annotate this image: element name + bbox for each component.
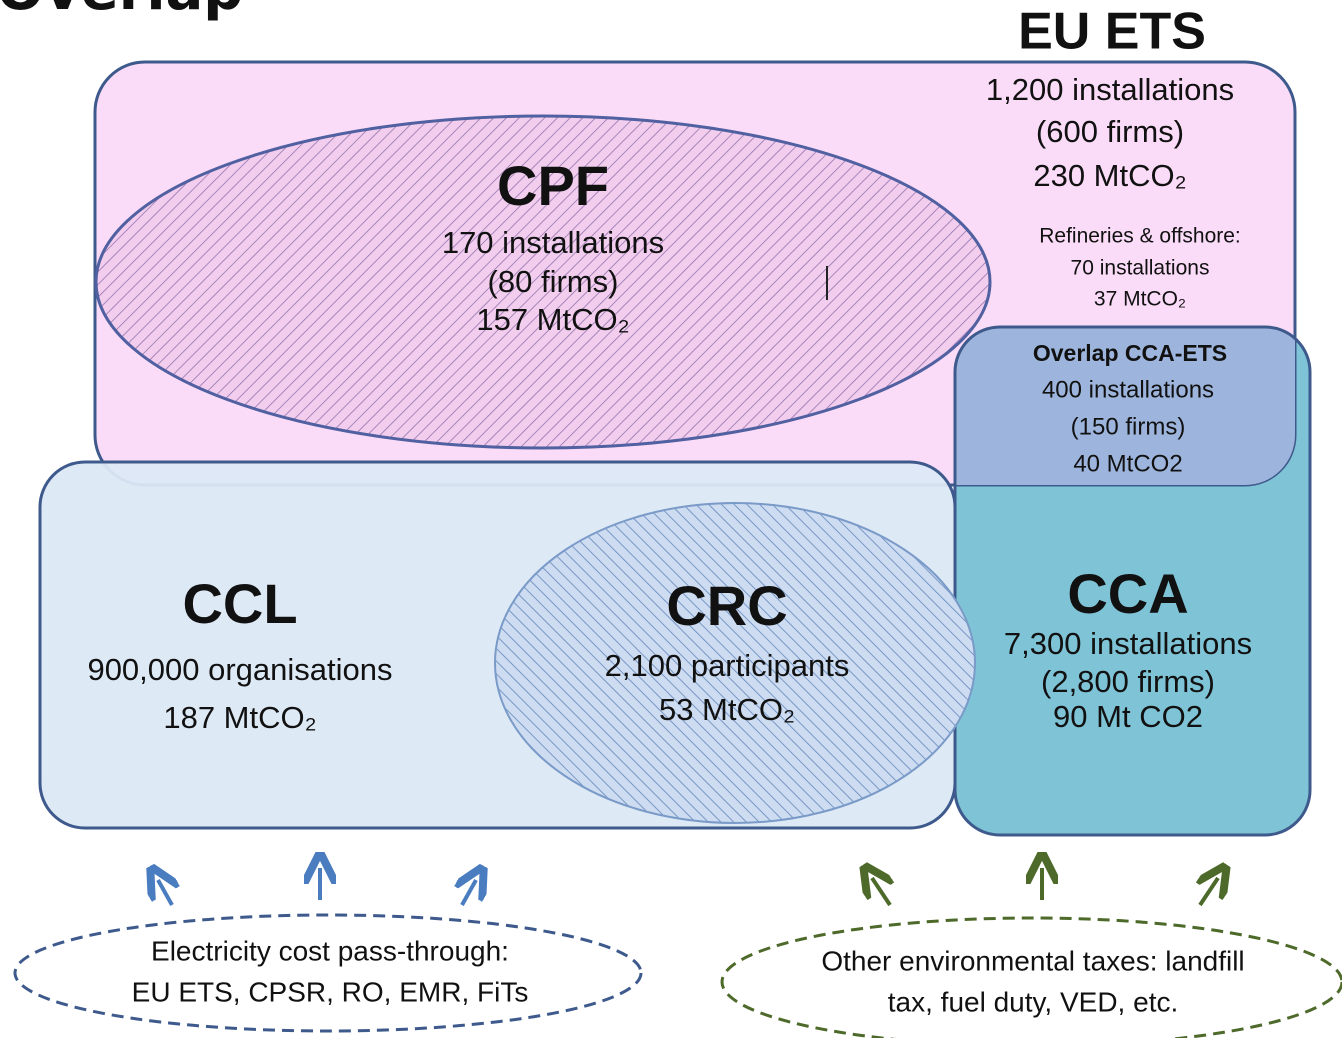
cpf-line: (80 firms) bbox=[488, 264, 619, 299]
ccl-line: 900,000 organisations bbox=[87, 652, 392, 687]
refineries-line: Refineries & offshore: bbox=[1039, 225, 1241, 248]
crc-title: CRC bbox=[666, 574, 787, 637]
page-title: Overlap bbox=[0, 0, 243, 23]
overlap-line: 400 installations bbox=[1042, 376, 1214, 403]
ccl-line: 187 MtCO₂ bbox=[163, 700, 316, 735]
note-line: Other environmental taxes: landfill bbox=[821, 945, 1244, 976]
crc-line: 2,100 participants bbox=[605, 648, 850, 683]
note-ellipse bbox=[13, 913, 643, 1033]
cpf-ellipse bbox=[94, 114, 992, 450]
overlap-region bbox=[953, 325, 1295, 485]
cca-line: 90 Mt CO2 bbox=[1053, 699, 1203, 734]
eu-ets-line: 230 MtCO₂ bbox=[1033, 158, 1186, 193]
cca-line: 7,300 installations bbox=[1004, 626, 1252, 661]
refineries-line: 70 installations bbox=[1071, 257, 1210, 280]
eu-ets-title: EU ETS bbox=[1018, 3, 1206, 61]
note-line: Electricity cost pass-through: bbox=[151, 935, 509, 966]
crc-line: 53 MtCO₂ bbox=[659, 692, 795, 727]
note-line: tax, fuel duty, VED, etc. bbox=[888, 986, 1179, 1017]
note-line: EU ETS, CPSR, RO, EMR, FiTs bbox=[132, 976, 529, 1007]
eu-ets-line: 1,200 installations bbox=[986, 72, 1234, 107]
cpf-line: 170 installations bbox=[442, 225, 664, 260]
overlap-line: 40 MtCO2 bbox=[1073, 450, 1182, 477]
eu-ets-line: (600 firms) bbox=[1036, 114, 1184, 149]
ccl-title: CCL bbox=[182, 572, 297, 635]
green-arrows bbox=[872, 868, 1218, 907]
overlap-title: Overlap CCA-ETS bbox=[1033, 340, 1227, 366]
cca-title: CCA bbox=[1067, 562, 1188, 625]
cpf-title: CPF bbox=[497, 154, 609, 217]
cca-line: (2,800 firms) bbox=[1041, 664, 1215, 699]
cpf-line: 157 MtCO₂ bbox=[476, 302, 629, 337]
overlap-line: (150 firms) bbox=[1071, 413, 1186, 440]
note-ellipse bbox=[720, 916, 1342, 1038]
crc-ellipse bbox=[494, 502, 976, 824]
blue-arrows bbox=[158, 868, 476, 906]
refineries-line: 37 MtCO₂ bbox=[1094, 288, 1186, 311]
